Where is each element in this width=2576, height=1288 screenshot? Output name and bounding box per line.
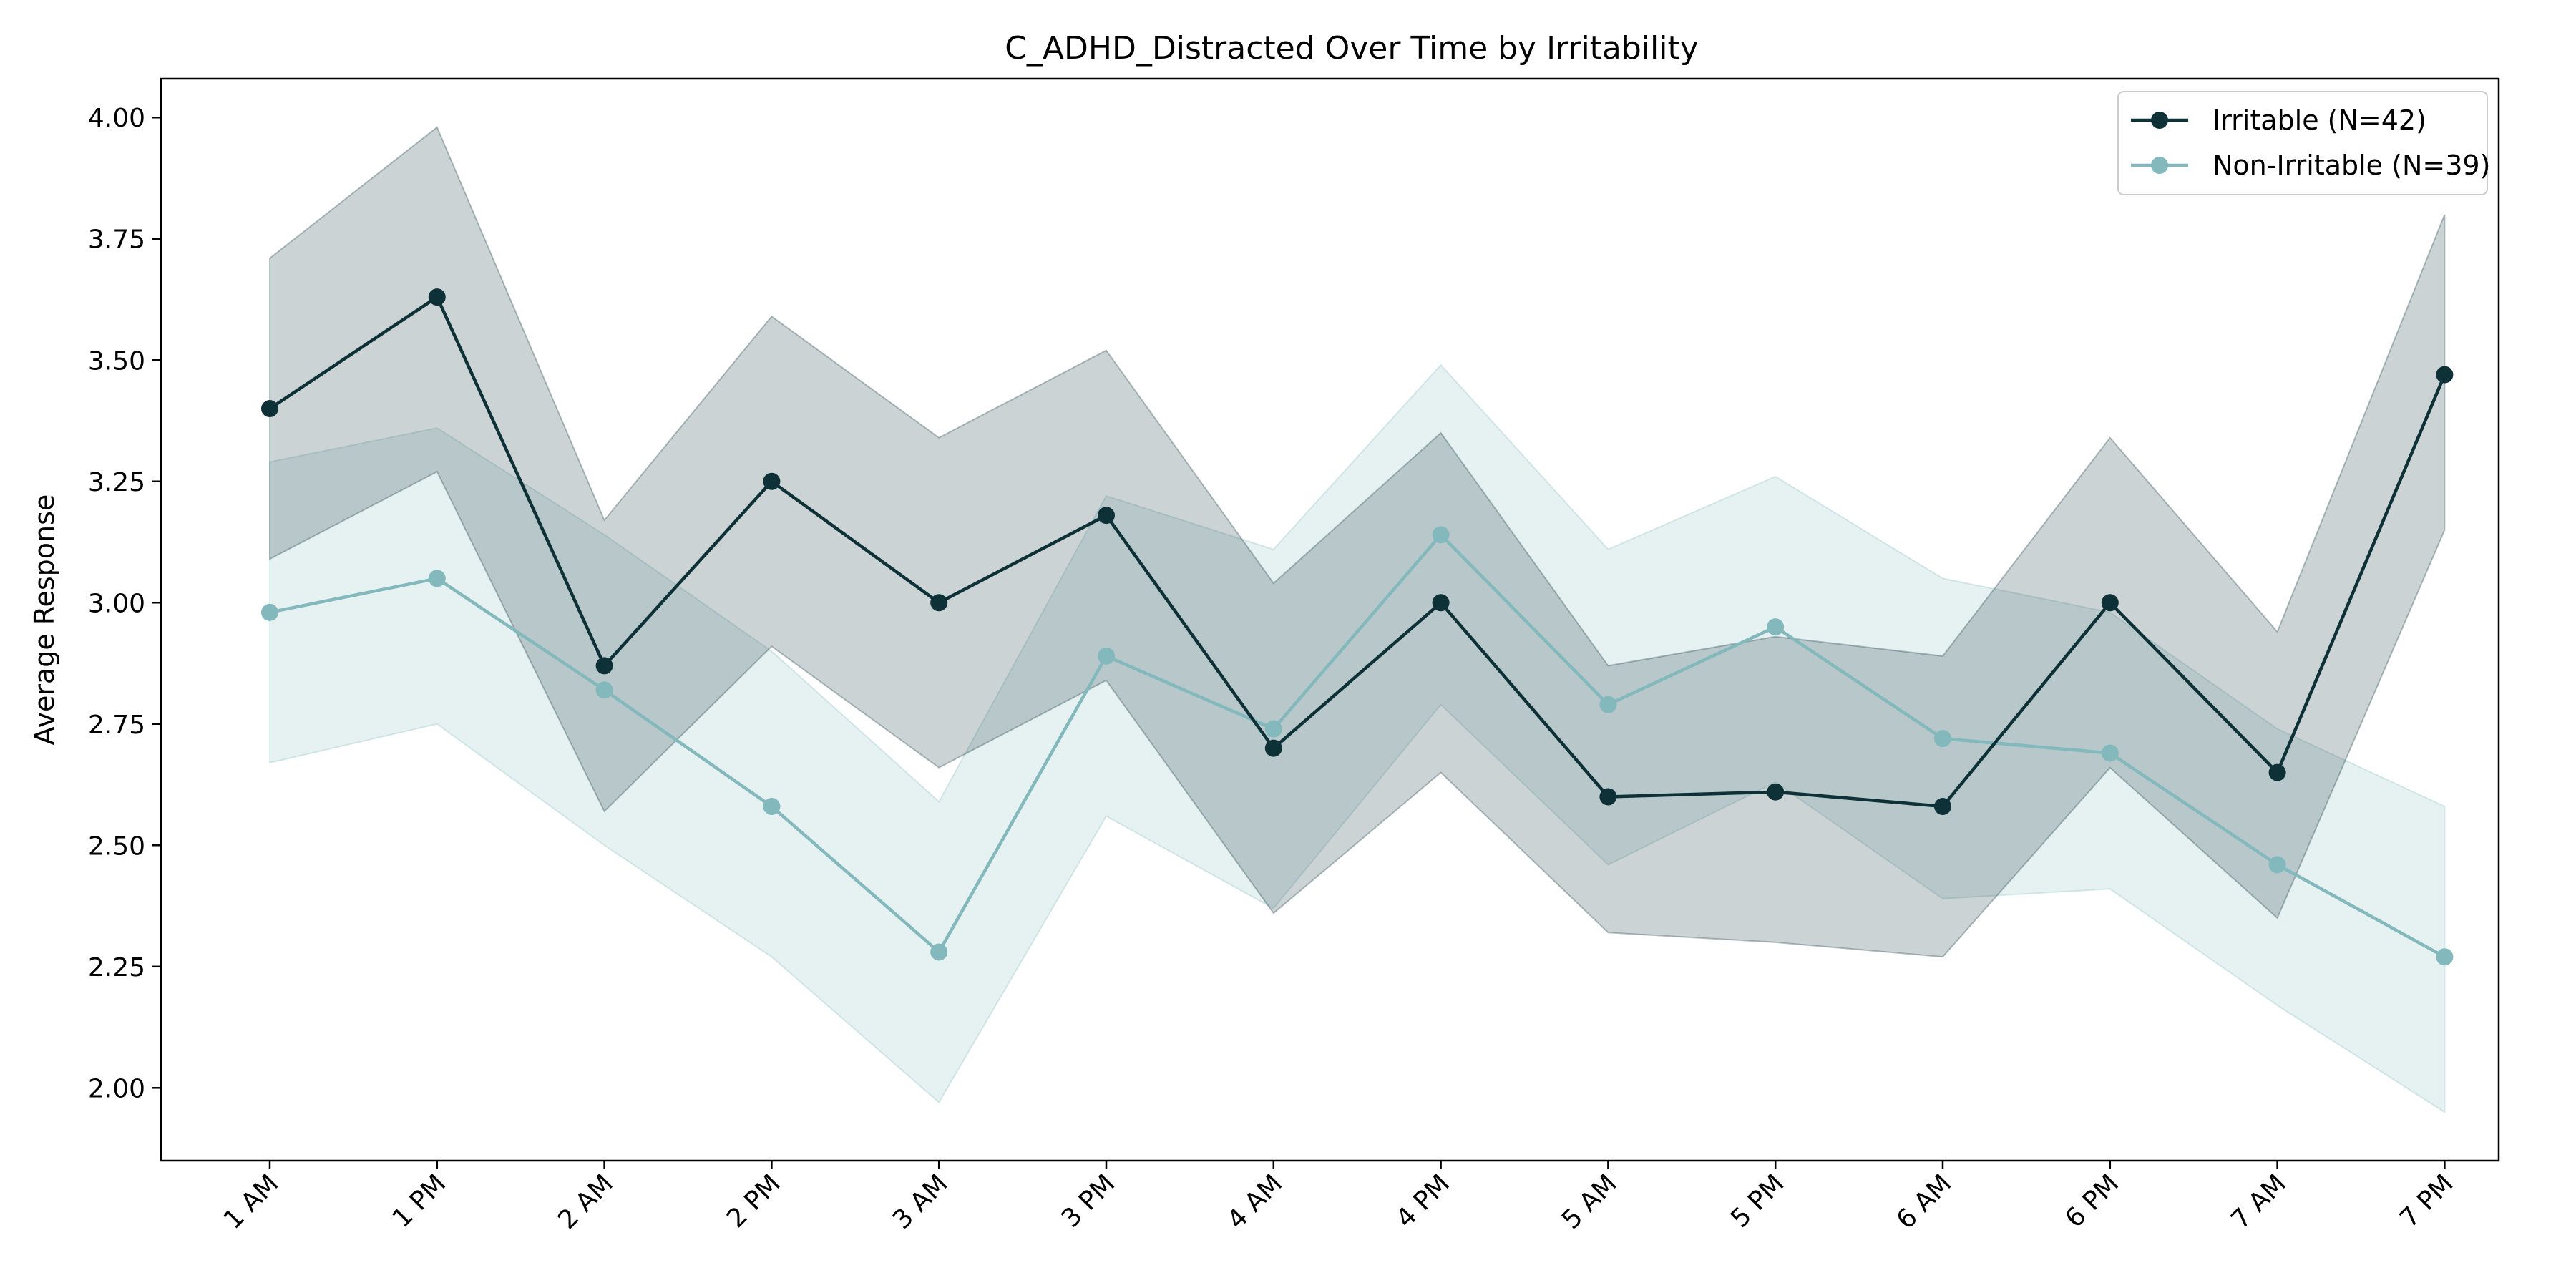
data-point-series-1-1 xyxy=(428,570,446,587)
x-tick-label-8: 5 AM xyxy=(1556,1169,1623,1235)
y-tick-label-7: 3.75 xyxy=(88,225,145,255)
legend: Irritable (N=42) Non-Irritable (N=39) xyxy=(2117,91,2490,195)
x-axis: 1 AM 1 PM 2 AM 2 PM 3 AM 3 PM 4 AM 4 PM 5 AM 5 PM… xyxy=(218,1161,2459,1235)
x-tick-label-5: 3 PM xyxy=(1056,1169,1121,1234)
plot-frame xyxy=(160,77,2500,1162)
y-tick-label-5: 3.25 xyxy=(88,468,145,497)
data-point-series-1-6 xyxy=(1264,720,1282,738)
y-tick-label-2: 2.50 xyxy=(88,831,145,861)
series-lines xyxy=(268,295,2446,959)
legend-box xyxy=(2117,91,2488,195)
data-point-series-1-5 xyxy=(1098,647,1115,665)
data-point-series-1-7 xyxy=(1432,526,1450,544)
x-tick-label-6: 4 AM xyxy=(1221,1169,1288,1235)
data-point-series-0-7 xyxy=(1432,594,1450,612)
data-point-series-0-6 xyxy=(1264,739,1282,757)
data-point-series-0-3 xyxy=(763,472,781,490)
data-point-series-0-12 xyxy=(2268,763,2286,781)
x-tick-label-0: 1 AM xyxy=(218,1169,285,1235)
data-point-series-0-2 xyxy=(595,657,613,675)
x-tick-label-10: 6 AM xyxy=(1891,1169,1958,1235)
data-point-series-0-0 xyxy=(261,400,278,418)
chart-title: C_ADHD_Distracted Over Time by Irritabil… xyxy=(1005,30,1699,67)
legend-label-0: Irritable (N=42) xyxy=(2212,104,2426,136)
data-point-series-1-0 xyxy=(261,603,278,621)
x-tick-label-3: 2 PM xyxy=(721,1169,786,1234)
y-axis-label: Average Response xyxy=(29,494,60,746)
confidence-bands xyxy=(269,126,2446,1114)
legend-marker-0 xyxy=(2151,112,2168,129)
y-tick-label-1: 2.25 xyxy=(88,953,145,982)
x-tick-label-2: 2 AM xyxy=(552,1169,619,1235)
data-point-series-1-10 xyxy=(1934,730,1951,748)
data-point-series-1-13 xyxy=(2436,948,2454,966)
ci-band-series-0 xyxy=(269,126,2446,958)
data-point-series-1-3 xyxy=(763,798,781,816)
x-tick-label-1: 1 PM xyxy=(387,1169,452,1234)
series-line-0 xyxy=(268,295,2446,809)
x-tick-label-7: 4 PM xyxy=(1390,1169,1455,1234)
y-tick-label-3: 2.75 xyxy=(88,711,145,740)
y-tick-label-8: 4.00 xyxy=(88,104,145,133)
x-tick-label-9: 5 PM xyxy=(1725,1169,1790,1234)
data-point-series-0-1 xyxy=(428,288,446,306)
x-tick-label-12: 7 AM xyxy=(2225,1169,2292,1235)
y-tick-label-6: 3.50 xyxy=(88,346,145,376)
data-point-series-0-13 xyxy=(2436,366,2454,384)
y-tick-label-0: 2.00 xyxy=(88,1074,145,1103)
series-line-1 xyxy=(269,533,2446,959)
legend-label-1: Non-Irritable (N=39) xyxy=(2212,150,2490,181)
data-point-series-0-5 xyxy=(1098,507,1115,525)
data-point-series-0-8 xyxy=(1599,788,1617,806)
legend-marker-1 xyxy=(2151,157,2168,174)
data-point-series-1-11 xyxy=(2101,744,2119,762)
data-point-series-1-9 xyxy=(1767,618,1785,636)
data-point-series-1-2 xyxy=(595,681,613,699)
x-tick-label-13: 7 PM xyxy=(2394,1169,2459,1234)
data-point-series-1-8 xyxy=(1599,696,1617,713)
ci-band-series-1 xyxy=(269,364,2446,1114)
data-point-series-0-4 xyxy=(930,594,948,612)
y-tick-label-4: 3.00 xyxy=(88,589,145,618)
data-point-series-1-12 xyxy=(2268,856,2286,874)
y-axis: 2.00 2.25 2.50 2.75 3.00 3.25 3.50 3.75 4.00 xyxy=(88,104,161,1103)
x-tick-label-11: 6 PM xyxy=(2060,1169,2125,1234)
data-point-series-0-11 xyxy=(2101,594,2119,612)
data-point-series-0-9 xyxy=(1767,783,1785,801)
x-tick-label-4: 3 AM xyxy=(887,1169,954,1235)
data-point-series-1-4 xyxy=(930,943,948,961)
series-points xyxy=(261,288,2454,966)
data-point-series-0-10 xyxy=(1934,798,1951,816)
